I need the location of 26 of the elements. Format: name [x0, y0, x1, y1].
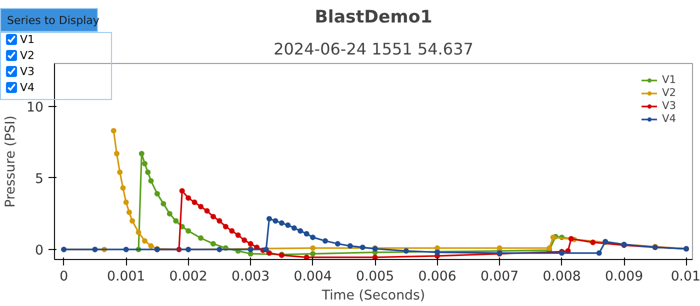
y-tick-label: 0 — [35, 243, 44, 258]
chart-subtitle: 2024-06-24 1551 54.637 — [274, 40, 474, 58]
x-axis-title: Time (Seconds) — [320, 288, 426, 304]
legend-label: V2 — [662, 86, 678, 99]
text: V1 — [20, 33, 35, 46]
x-tick-label: 0.008 — [542, 270, 581, 284]
x-tick-label: 0.007 — [480, 270, 519, 284]
x-tick-label: 0.01 — [670, 270, 700, 284]
x-tick-label: 0.001 — [107, 270, 146, 284]
legend-label: V3 — [662, 99, 678, 112]
legend-label: V1 — [662, 73, 678, 86]
text: V2 — [20, 49, 35, 62]
text: V3 — [20, 65, 35, 78]
chart-title: BlastDemo1 — [314, 8, 432, 28]
x-tick-label: 0.002 — [169, 270, 208, 284]
x-tick-label: 0.005 — [356, 270, 394, 284]
y-axis-title: Pressure (PSI) — [4, 116, 19, 208]
x-tick-label: 0 — [60, 270, 68, 284]
x-tick-label: 0.009 — [604, 270, 644, 284]
text: V4 — [20, 81, 35, 94]
y-tick-label: 10 — [26, 100, 44, 116]
y-tick-label: 5 — [35, 172, 44, 187]
legend-label: V4 — [662, 112, 678, 125]
x-tick-label: 0.004 — [294, 270, 332, 284]
x-tick-label: 0.003 — [231, 270, 270, 284]
x-tick-label: 0.006 — [418, 270, 456, 284]
